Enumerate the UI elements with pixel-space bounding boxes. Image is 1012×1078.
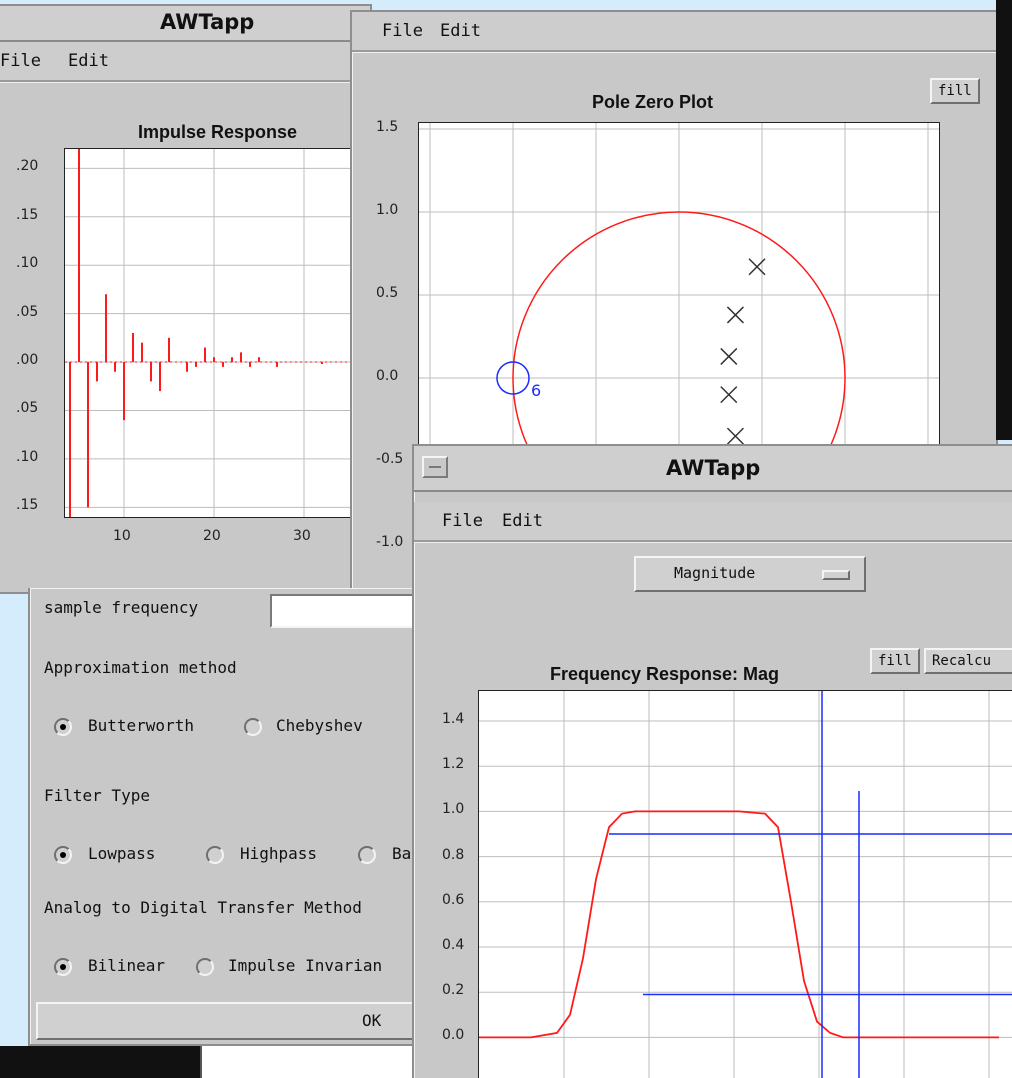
fill-button[interactable]: fill xyxy=(870,648,920,674)
menu-edit[interactable]: Edit xyxy=(502,511,543,531)
pole-marker xyxy=(720,386,738,404)
dropdown-indicator-icon xyxy=(822,570,850,580)
y-tick-label: .15 xyxy=(16,497,39,514)
y-tick-label: 0.4 xyxy=(442,937,465,953)
sample-frequency-label: sample frequency xyxy=(44,598,199,617)
y-tick-label: .05 xyxy=(16,400,39,417)
x-tick-label: 20 xyxy=(203,528,221,544)
frequency-window: AWTapp File Edit Magnitude Frequency Res… xyxy=(412,444,1012,1078)
filter-type-label: Filter Type xyxy=(44,786,150,805)
y-tick-label: -1.0 xyxy=(376,534,404,550)
radio-impulse-invariant-label: Impulse Invarian xyxy=(228,956,383,975)
y-tick-label: 0.0 xyxy=(442,1027,465,1044)
mode-select-value: Magnitude xyxy=(674,564,756,582)
transfer-method-label: Analog to Digital Transfer Method xyxy=(44,898,362,917)
zero-multiplicity-label: 6 xyxy=(531,381,541,400)
radio-butterworth-label: Butterworth xyxy=(88,716,194,735)
y-tick-label: .15 xyxy=(16,206,39,223)
radio-bilinear-label: Bilinear xyxy=(88,956,166,975)
radio-lowpass-label: Lowpass xyxy=(88,844,156,863)
menu-bar: File Edit xyxy=(0,42,370,82)
window-title: AWTapp xyxy=(666,456,761,480)
y-tick-label: 0.0 xyxy=(376,368,399,384)
zero-marker xyxy=(496,361,530,395)
y-tick-label: 0.6 xyxy=(442,891,465,908)
pole-marker xyxy=(726,306,744,324)
plot-title: Pole Zero Plot xyxy=(592,92,714,112)
menu-file[interactable]: File xyxy=(382,21,423,41)
y-tick-label: 1.2 xyxy=(442,756,465,773)
y-tick-label: 1.5 xyxy=(376,119,399,135)
title-bar[interactable]: AWTapp xyxy=(0,6,370,42)
y-tick-label: 0.5 xyxy=(376,285,399,301)
approximation-method-label: Approximation method xyxy=(44,658,237,677)
pole-marker xyxy=(720,347,738,365)
x-tick-label: 30 xyxy=(293,528,311,544)
y-tick-label: .05 xyxy=(16,303,39,320)
x-tick-label: 10 xyxy=(113,528,131,544)
menu-bar: File Edit xyxy=(414,502,1012,542)
menu-file[interactable]: File xyxy=(0,51,41,71)
y-tick-label: .10 xyxy=(16,255,39,272)
title-bar[interactable]: AWTapp xyxy=(414,446,1012,492)
radio-chebyshev[interactable] xyxy=(244,718,262,736)
fill-button[interactable]: fill xyxy=(930,78,980,104)
ok-button-label: OK xyxy=(362,1011,382,1030)
sample-frequency-input[interactable] xyxy=(270,594,416,628)
menu-file[interactable]: File xyxy=(442,511,483,531)
mode-select[interactable]: Magnitude xyxy=(634,556,866,592)
frequency-plot-area xyxy=(478,690,1012,1078)
radio-highpass-label: Highpass xyxy=(240,844,318,863)
plot-title: Frequency Response: Mag xyxy=(550,664,780,684)
background-window-fragment xyxy=(200,1046,412,1078)
background-window-fragment xyxy=(996,0,1012,440)
y-tick-label: .00 xyxy=(16,352,39,369)
ok-button[interactable]: OK xyxy=(36,1002,416,1040)
radio-bandpass[interactable] xyxy=(358,846,376,864)
y-tick-label: .10 xyxy=(16,448,39,465)
background-window-fragment xyxy=(0,1046,200,1078)
radio-lowpass[interactable] xyxy=(54,846,72,864)
y-tick-label: 1.0 xyxy=(376,202,399,218)
pole-marker xyxy=(748,258,766,276)
y-tick-label: 1.0 xyxy=(442,801,465,818)
filter-settings-dialog: sample frequency Approximation method Bu… xyxy=(28,588,418,1046)
y-tick-label: -0.5 xyxy=(376,451,404,467)
radio-impulse-invariant[interactable] xyxy=(196,958,214,976)
y-tick-label: 0.8 xyxy=(442,846,465,863)
window-title: AWTapp xyxy=(160,10,255,34)
y-tick-label: 0.2 xyxy=(442,982,465,999)
plot-title: Impulse Response xyxy=(138,122,298,142)
pole-marker xyxy=(726,427,744,445)
recalculate-button[interactable]: Recalcu xyxy=(924,648,1012,674)
menu-bar: File Edit xyxy=(352,12,996,52)
impulse-plot-area xyxy=(64,148,366,518)
menu-edit[interactable]: Edit xyxy=(440,21,481,41)
menu-edit[interactable]: Edit xyxy=(68,51,109,71)
radio-chebyshev-label: Chebyshev xyxy=(276,716,363,735)
magnitude-curve xyxy=(479,810,999,1039)
radio-highpass[interactable] xyxy=(206,846,224,864)
y-tick-label: 1.4 xyxy=(442,711,465,727)
impulse-window: AWTapp File Edit Impulse Response .20 .15… xyxy=(0,4,372,594)
window-menu-button[interactable] xyxy=(422,456,448,478)
y-tick-label: .20 xyxy=(16,158,39,175)
radio-bilinear[interactable] xyxy=(54,958,72,976)
radio-butterworth[interactable] xyxy=(54,718,72,736)
radio-bandpass-label: Ba xyxy=(392,844,412,863)
